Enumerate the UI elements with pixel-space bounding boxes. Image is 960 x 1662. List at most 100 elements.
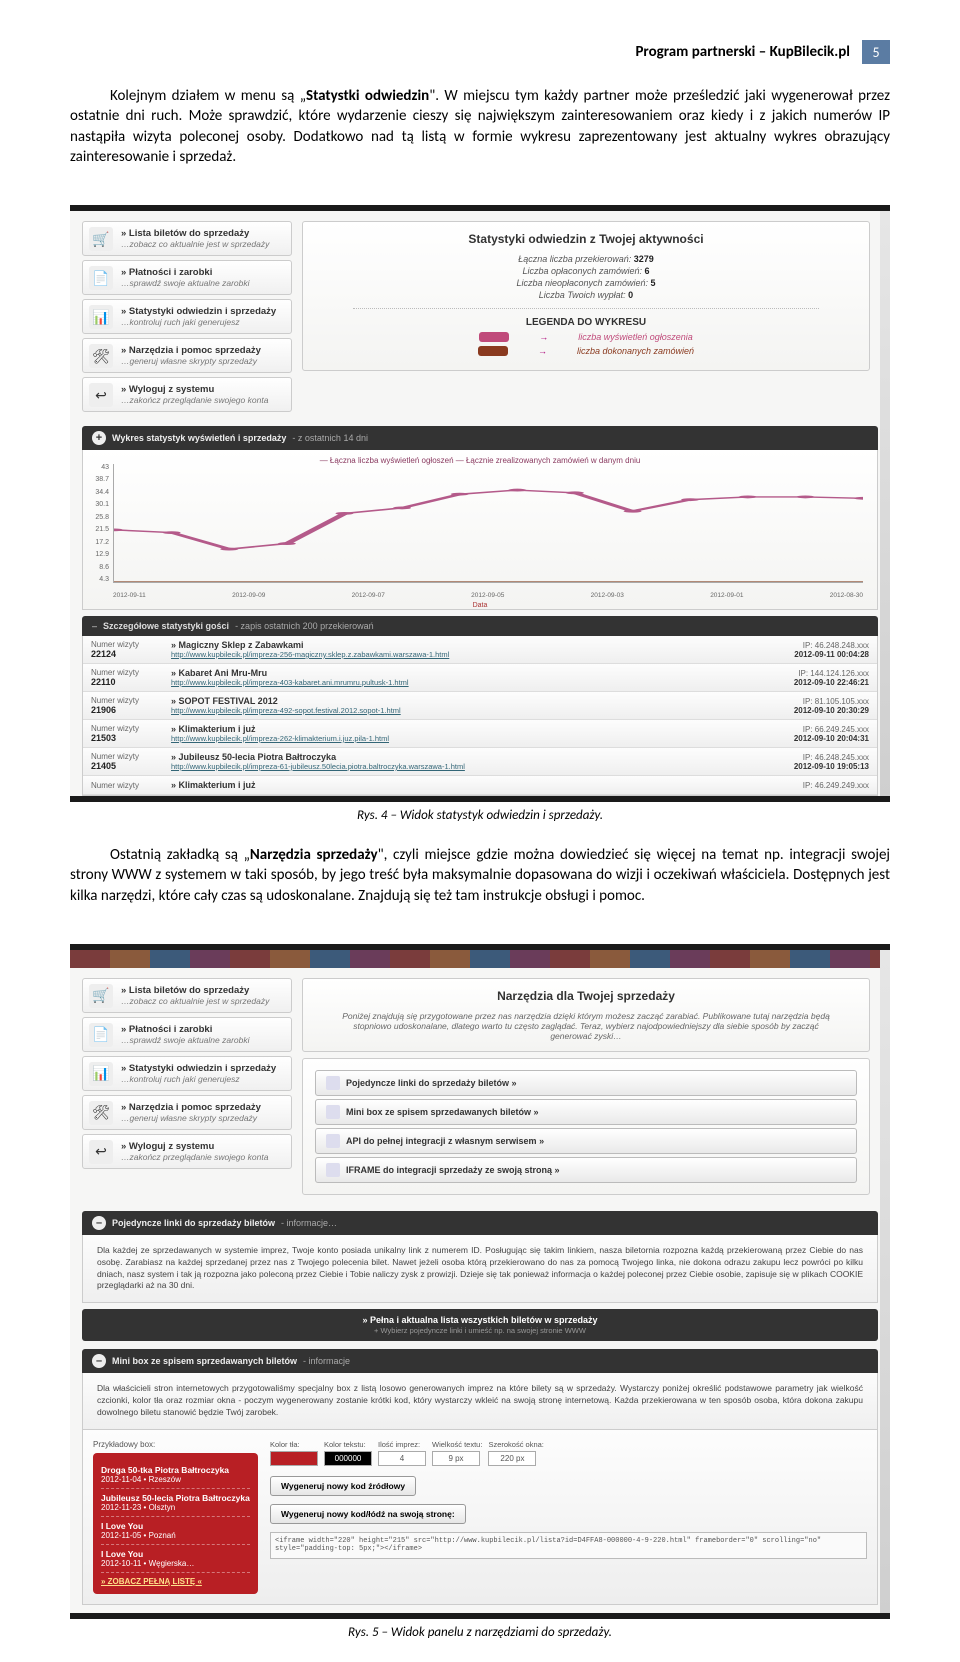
sidebar-icon: 📊 [89, 305, 113, 329]
sidebar-item[interactable]: 📄» Płatności i zarobki…sprawdź swoje akt… [82, 1017, 292, 1052]
legend-row: →liczba wyświetleń ogłoszenia [313, 332, 859, 342]
example-label: Przykładowy box: [93, 1440, 258, 1449]
screenshot-narzedzia: 🛒» Lista biletów do sprzedaży…zobacz co … [70, 944, 890, 1619]
sidebar-item-title: » Płatności i zarobki [121, 267, 283, 278]
chart: — Łączna liczba wyświetleń ogłoszeń — Łą… [82, 450, 878, 610]
sidebar-item-title: » Wyloguj z systemu [121, 384, 283, 395]
sidebar-item-sub: …zakończ przeglądanie swojego konta [121, 1152, 268, 1162]
visit-row: Numer wizyty» Klimakterium i jużIP: 46.2… [83, 776, 877, 795]
stat-row: Liczba opłaconych zamówień: 6 [313, 266, 859, 276]
stat-row: Łączna liczba przekierowań: 3279 [313, 254, 859, 264]
page-number: 5 [862, 40, 890, 64]
visit-row: Numer wizyty21405» Jubileusz 50-lecia Pi… [83, 748, 877, 776]
sidebar-item[interactable]: 📊 » Statystyki odwiedzin i sprzedaży…kont… [82, 299, 292, 334]
sidebar-item-title: » Lista biletów do sprzedaży [121, 228, 283, 239]
visit-link[interactable]: http://www.kupbilecik.pl/impreza-61-jubi… [171, 762, 794, 771]
sidebar-item[interactable]: 📄 » Płatności i zarobki…sprawdź swoje akt… [82, 260, 292, 295]
stat-row: Liczba Twoich wypłat: 0 [313, 290, 859, 300]
screenshot-statystyki: 🛒» Lista biletów do sprzedaży…zobacz co … [70, 205, 890, 802]
param-input[interactable]: 9 px [432, 1451, 480, 1466]
sidebar: 🛒» Lista biletów do sprzedaży…zobacz co … [82, 978, 292, 1201]
paragraph-2: Ostatnią zakładką są „Narzędzia sprzedaż… [70, 845, 890, 906]
figure-caption-5: Rys. 5 – Widok panelu z narzędziami do s… [0, 1625, 960, 1640]
sidebar-item-sub: …generuj własne skrypty sprzedaży [121, 1113, 257, 1123]
preview-event[interactable]: Droga 50-tka Piotra Bałtroczyka2012-11-0… [101, 1461, 250, 1489]
visit-link[interactable]: http://www.kupbilecik.pl/impreza-262-kli… [171, 734, 794, 743]
collapse-icon[interactable]: – [92, 1216, 106, 1230]
visit-link[interactable]: http://www.kupbilecik.pl/impreza-256-mag… [171, 650, 794, 659]
legend-title: LEGENDA DO WYKRESU [313, 317, 859, 328]
tool-nav-button[interactable]: API do pełnej integracji z własnym serwi… [315, 1128, 857, 1154]
tool-nav-button[interactable]: Pojedyncze linki do sprzedaży biletów » [315, 1070, 857, 1096]
sidebar-item-sub: …kontroluj ruch jaki generujesz [121, 317, 240, 327]
param-field: Kolor tekstu:000000 [324, 1440, 372, 1466]
tools-buttons-panel: Pojedyncze linki do sprzedaży biletów » M… [302, 1058, 870, 1195]
stat-row: Liczba nieopłaconych zamówień: 5 [313, 278, 859, 288]
sidebar-item-title: » Narzędzia i pomoc sprzedaży [121, 1102, 283, 1113]
sidebar-item[interactable]: 🛠» Narzędzia i pomoc sprzedaży…generuj w… [82, 1095, 292, 1130]
sidebar-item-sub: …zobacz co aktualnie jest w sprzedaży [121, 996, 269, 1006]
minibox-example: Przykładowy box: Droga 50-tka Piotra Bał… [82, 1430, 878, 1605]
preview-event[interactable]: I Love You2012-11-05 • Poznań [101, 1517, 250, 1545]
param-field: Ilość imprez:4 [378, 1440, 426, 1466]
sidebar-icon: 📄 [89, 266, 113, 290]
sidebar-item[interactable]: ↩» Wyloguj z systemu…zakończ przeglądani… [82, 1134, 292, 1169]
tool-nav-button[interactable]: Mini box ze spisem sprzedawanych biletów… [315, 1099, 857, 1125]
sidebar-icon: 🛠 [89, 344, 113, 368]
sidebar-item-title: » Statystyki odwiedzin i sprzedaży [121, 1063, 283, 1074]
visit-link[interactable]: http://www.kupbilecik.pl/impreza-492-sop… [171, 706, 794, 715]
section-minibox-header: – Mini box ze spisem sprzedawanych bilet… [82, 1349, 878, 1373]
preview-event[interactable]: Jubileusz 50-lecia Piotra Bałtroczyka201… [101, 1489, 250, 1517]
sidebar-item-sub: …zakończ przeglądanie swojego konta [121, 395, 268, 405]
preview-full-list-link[interactable]: » ZOBACZ PEŁNĄ LISTĘ « [101, 1573, 250, 1586]
tools-title: Narzędzia dla Twojej sprzedaży [313, 989, 859, 1003]
collapse-icon[interactable]: – [92, 1354, 106, 1368]
section-links-header: – Pojedyncze linki do sprzedaży biletów … [82, 1211, 878, 1235]
preview-event[interactable]: I Love You2012-10-11 • Węgierska… [101, 1545, 250, 1573]
generate-code-button[interactable]: Wygeneruj nowy kod źródłowy [270, 1476, 416, 1496]
chart-header: + Wykres statystyk wyświetleń i sprzedaż… [82, 426, 878, 450]
full-list-band[interactable]: » Pełna i aktualna lista wszystkich bile… [82, 1309, 878, 1341]
sidebar-item[interactable]: 🛒» Lista biletów do sprzedaży…zobacz co … [82, 978, 292, 1013]
sidebar-item-title: » Wyloguj z systemu [121, 1141, 283, 1152]
chart-xlabel: Data [473, 602, 488, 609]
sidebar-icon: 📊 [89, 1062, 113, 1086]
sidebar-item[interactable]: 📊 » Statystyki odwiedzin i sprzedaży…kont… [82, 1056, 292, 1091]
sidebar-item-sub: …kontroluj ruch jaki generujesz [121, 1074, 240, 1084]
stats-title: Statystyki odwiedzin z Twojej aktywności [313, 232, 859, 246]
tools-desc: Poniżej znajdują się przygotowane przez … [313, 1011, 859, 1041]
generated-code: <iframe width="220" height="215" src="ht… [270, 1532, 867, 1559]
example-preview-box: Droga 50-tka Piotra Bałtroczyka2012-11-0… [93, 1453, 258, 1594]
param-input[interactable]: 220 px [488, 1451, 536, 1466]
tool-icon [326, 1105, 340, 1119]
sidebar-item-title: » Narzędzia i pomoc sprzedaży [121, 345, 283, 356]
detail-header: – Szczegółowe statystyki gości - zapis o… [82, 616, 878, 636]
sidebar-item[interactable]: 🛒» Lista biletów do sprzedaży…zobacz co … [82, 221, 292, 256]
visit-row: Numer wizyty21503» Klimakterium i jużhtt… [83, 720, 877, 748]
param-input[interactable]: 4 [378, 1451, 426, 1466]
param-field: Kolor tła:FF6A11 [270, 1440, 318, 1466]
generate-code-button-2[interactable]: Wygeneruj nowy kod/łódź na swoją stronę: [270, 1504, 466, 1524]
section-links-text: Dla każdej ze sprzedawanych w systemie i… [82, 1235, 878, 1304]
sidebar-icon: 📄 [89, 1023, 113, 1047]
param-input[interactable]: 000000 [324, 1451, 372, 1466]
sidebar-icon: ↩ [89, 383, 113, 407]
sidebar-item-title: » Statystyki odwiedzin i sprzedaży [121, 306, 283, 317]
stats-summary-panel: Statystyki odwiedzin z Twojej aktywności… [302, 221, 870, 371]
sidebar-item-sub: …sprawdź swoje aktualne zarobki [121, 278, 250, 288]
visit-row: Numer wizyty22124» Magiczny Sklep z Zaba… [83, 636, 877, 664]
expand-icon[interactable]: + [92, 431, 106, 445]
sidebar-item[interactable]: 🛠» Narzędzia i pomoc sprzedaży…generuj w… [82, 338, 292, 373]
tool-icon [326, 1163, 340, 1177]
tool-nav-button[interactable]: IFRAME do integracji sprzedaży ze swoją … [315, 1157, 857, 1183]
collapse-icon[interactable]: – [92, 621, 97, 631]
param-field: Wielkość textu:9 px [432, 1440, 482, 1466]
param-input[interactable]: FF6A11 [270, 1451, 318, 1466]
visit-link[interactable]: http://www.kupbilecik.pl/impreza-403-kab… [171, 678, 794, 687]
visit-row: Numer wizyty21906» SOPOT FESTIVAL 2012ht… [83, 692, 877, 720]
tool-icon [326, 1134, 340, 1148]
sidebar-item[interactable]: ↩ » Wyloguj z systemu…zakończ przeglądani… [82, 377, 292, 412]
paragraph-1: Kolejnym działem w menu są „Statystki od… [70, 86, 890, 167]
sidebar-icon: 🛒 [89, 227, 113, 251]
sidebar-icon: 🛒 [89, 984, 113, 1008]
